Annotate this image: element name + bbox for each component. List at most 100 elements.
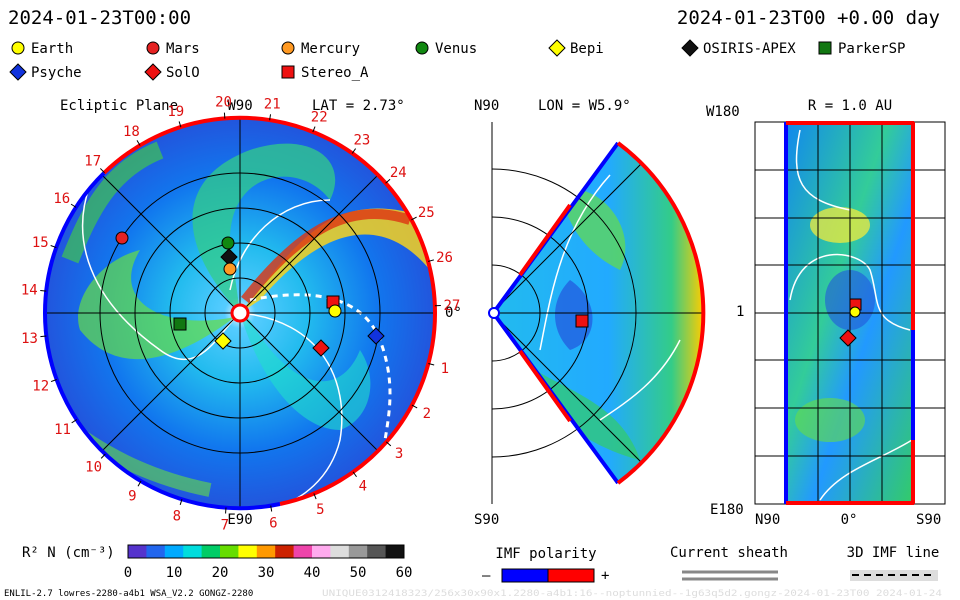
colorbar-ticks: 0 10 20 30 40 50 60 bbox=[124, 565, 413, 581]
footer-left: ENLIL-2.7 lowres-2280-a4b1 WSA_V2.2 GONG… bbox=[4, 589, 253, 599]
imf-polarity-minus: – bbox=[482, 568, 491, 584]
body-legend: Earth Mars Mercury Venus Bepi OSIRIS-APEX Park… bbox=[9, 39, 905, 81]
carrington-tick-label: 12 bbox=[32, 378, 49, 394]
carrington-tick-label: 14 bbox=[21, 282, 38, 298]
carrington-tick-mark bbox=[50, 245, 57, 249]
imf-polarity-key: IMF polarity – + bbox=[482, 546, 609, 584]
colorbar-cell bbox=[183, 545, 203, 558]
carrington-tick-label: 22 bbox=[311, 109, 328, 125]
footer-right: UNIQUE0312418323/256x30x90x1.2280-a4b1:1… bbox=[322, 589, 942, 599]
carrington-tick-mark bbox=[411, 216, 417, 221]
colorbar-cell bbox=[164, 545, 184, 558]
ecliptic-lat-label: LAT = 2.73° bbox=[312, 98, 405, 114]
carrington-tick-label: 26 bbox=[436, 250, 453, 266]
sun-marker bbox=[230, 303, 250, 323]
carrington-tick-mark bbox=[269, 114, 272, 121]
carrington-tick-label: 1 bbox=[441, 361, 449, 377]
meridional-boundary-arc bbox=[616, 141, 706, 485]
colorbar-cell bbox=[146, 545, 166, 558]
ecliptic-top-label: W90 bbox=[227, 98, 252, 114]
legend-stereo-a-label: Stereo_A bbox=[301, 65, 369, 81]
carrington-tick-mark bbox=[411, 404, 418, 409]
colorbar-cell bbox=[220, 545, 239, 558]
legend-bepi-label: Bepi bbox=[570, 41, 604, 57]
legend-parkersp-symbol bbox=[818, 41, 832, 55]
meridional-stereo-a-marker bbox=[575, 314, 589, 328]
radial-bottom-s90: S90 bbox=[916, 512, 941, 528]
colorbar-tick-label: 30 bbox=[258, 565, 275, 581]
header-date-left: 2024-01-23T00:00 bbox=[8, 7, 191, 29]
carrington-tick-label: 5 bbox=[316, 502, 324, 518]
meridional-edge-positive-south bbox=[518, 349, 572, 423]
legend-psyche-symbol bbox=[9, 63, 27, 81]
psyche-marker bbox=[367, 327, 385, 345]
colorbar-label: R² N (cm⁻³) bbox=[22, 545, 115, 561]
legend-parkersp-label: ParkerSP bbox=[838, 41, 905, 57]
meridional-top-label: N90 bbox=[474, 98, 499, 114]
ecliptic-bodies bbox=[115, 231, 385, 357]
legend-mars-symbol bbox=[146, 41, 160, 55]
colorbar-frame bbox=[127, 544, 405, 559]
current-sheath-key: Current sheath bbox=[670, 545, 788, 581]
carrington-tick-label: 3 bbox=[395, 446, 403, 462]
carrington-tick-label: 4 bbox=[359, 479, 367, 495]
colorbar-tick-label: 50 bbox=[350, 565, 367, 581]
legend-osiris-apex-label: OSIRIS-APEX bbox=[703, 41, 796, 57]
carrington-tick-mark bbox=[178, 121, 182, 128]
current-sheath-title: Current sheath bbox=[670, 545, 788, 561]
carrington-tick-mark bbox=[352, 471, 357, 478]
legend-mercury-symbol bbox=[281, 41, 295, 55]
legend-mercury-label: Mercury bbox=[301, 41, 360, 57]
header-date-right: 2024-01-23T00 +0.00 day bbox=[677, 7, 940, 29]
meridional-lon-label: LON = W5.9° bbox=[538, 98, 631, 114]
colorbar-cells bbox=[128, 545, 405, 558]
legend-venus-symbol bbox=[415, 41, 429, 55]
meridional-edge-positive bbox=[518, 203, 572, 277]
mars-marker bbox=[115, 231, 129, 245]
carrington-tick-mark bbox=[313, 493, 317, 500]
carrington-tick-label: 25 bbox=[418, 205, 435, 221]
imf-line-key: 3D IMF line bbox=[847, 545, 939, 581]
ecliptic-boundary-negative bbox=[42, 171, 281, 511]
imf-polarity-title: IMF polarity bbox=[495, 546, 596, 562]
legend-mars-label: Mars bbox=[166, 41, 200, 57]
legend-psyche-label: Psyche bbox=[31, 65, 82, 81]
carrington-tick-label: 27 bbox=[443, 298, 460, 314]
radial-bottom-zero: 0° bbox=[841, 512, 858, 528]
radial-mid-left-label: 1 bbox=[736, 304, 744, 320]
carrington-tick-label: 15 bbox=[32, 235, 49, 251]
ecliptic-panel: Ecliptic Plane LAT = 2.73° W90 E90 0° bbox=[21, 95, 462, 534]
colorbar-cell bbox=[367, 545, 387, 558]
legend-bepi-symbol bbox=[548, 39, 566, 57]
legend-stereo-a-symbol bbox=[281, 65, 295, 79]
solo-marker bbox=[312, 339, 330, 357]
imf-polarity-plus: + bbox=[601, 568, 609, 584]
ecliptic-bottom-label: E90 bbox=[227, 512, 252, 528]
carrington-tick-mark bbox=[386, 441, 392, 447]
colorbar-tick-label: 10 bbox=[166, 565, 183, 581]
carrington-tick-mark bbox=[71, 419, 77, 424]
carrington-tick-label: 13 bbox=[21, 331, 38, 347]
meridional-sun-marker bbox=[488, 307, 500, 319]
colorbar-cell bbox=[385, 545, 405, 558]
ecliptic-title: Ecliptic Plane bbox=[60, 98, 178, 114]
colorbar-cell bbox=[348, 545, 368, 558]
legend-earth-label: Earth bbox=[31, 41, 73, 57]
carrington-tick-mark bbox=[137, 480, 142, 487]
carrington-tick-label: 10 bbox=[85, 459, 102, 475]
radial-r-label: R = 1.0 AU bbox=[808, 98, 892, 114]
colorbar-tick-label: 0 bbox=[124, 565, 132, 581]
carrington-tick-mark bbox=[100, 453, 106, 459]
legend-osiris-apex-symbol bbox=[681, 39, 699, 57]
colorbar-cell bbox=[238, 545, 258, 558]
carrington-tick-mark bbox=[351, 148, 357, 154]
colorbar-tick-label: 20 bbox=[212, 565, 229, 581]
colorbar-tick-label: 60 bbox=[396, 565, 413, 581]
colorbar-tick-label: 40 bbox=[304, 565, 321, 581]
radial-bottom-left-label: E180 bbox=[710, 502, 744, 518]
carrington-tick-label: 9 bbox=[128, 489, 136, 505]
carrington-tick-mark bbox=[270, 505, 273, 512]
carrington-tick-label: 8 bbox=[173, 508, 181, 524]
carrington-tick-label: 6 bbox=[269, 515, 277, 531]
